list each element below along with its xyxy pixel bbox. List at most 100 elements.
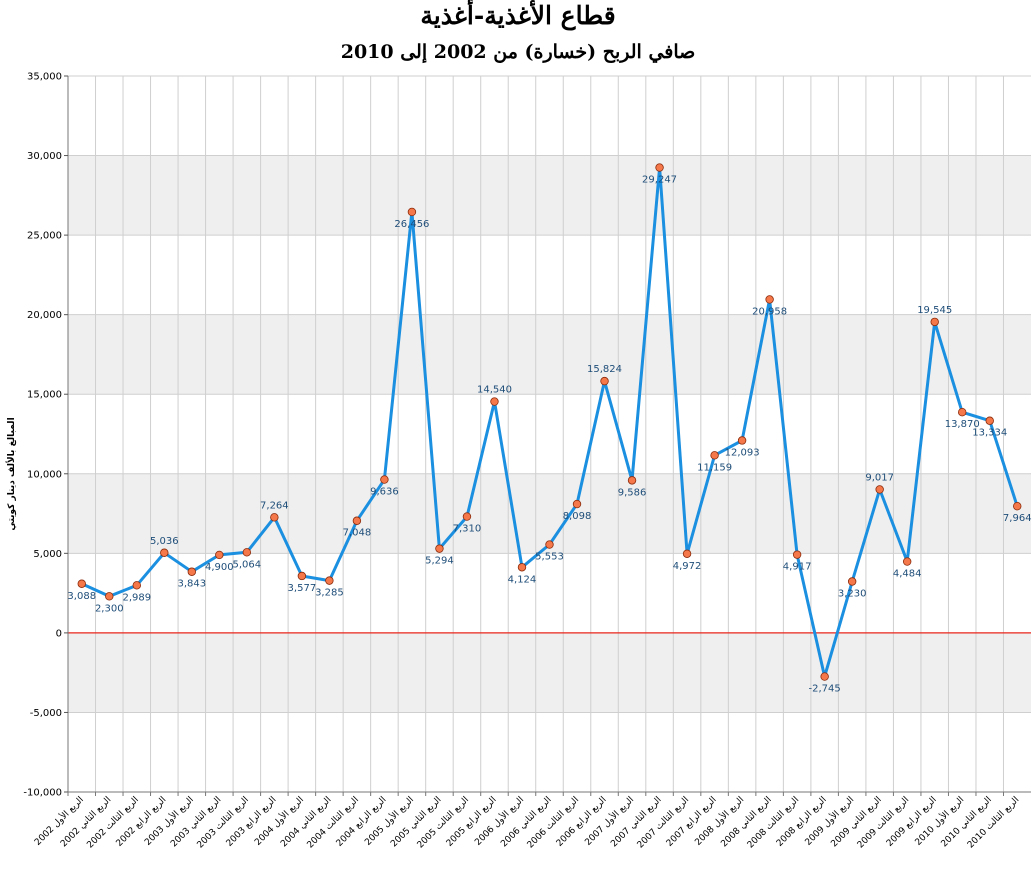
data-label: 3,285 — [315, 588, 344, 599]
data-point — [875, 485, 884, 494]
y-tick-label: 35,000 — [27, 72, 62, 83]
chart-subtitle: صافي الربح (خسارة) من 2002 إلى 2010 — [340, 41, 696, 63]
data-label: 15,824 — [587, 364, 622, 375]
x-tick-label: الربع الرابع 2002 — [115, 795, 169, 849]
data-point — [820, 672, 829, 681]
data-label: 3,088 — [67, 591, 96, 602]
plot-band — [68, 553, 1031, 633]
data-point — [215, 550, 224, 560]
x-tick-label: الربع الثاني 2003 — [169, 795, 223, 849]
x-tick-label: الربع الثاني 2004 — [279, 795, 333, 849]
data-label: 7,264 — [260, 500, 289, 511]
plot-band — [68, 76, 1031, 156]
y-tick-label: 20,000 — [27, 310, 62, 321]
x-tick-label: الربع الثاني 2005 — [389, 795, 443, 849]
data-point — [297, 571, 307, 581]
data-point — [545, 540, 554, 549]
x-tick-label: الربع الثاني 2006 — [499, 795, 553, 849]
data-point — [132, 581, 141, 590]
data-label: 26,456 — [394, 219, 429, 230]
data-label: 9,636 — [370, 487, 399, 498]
data-label: 8,098 — [563, 511, 592, 522]
data-label: -2,745 — [809, 684, 841, 695]
data-point — [627, 476, 637, 485]
data-point — [187, 567, 197, 576]
data-label: 13,334 — [972, 428, 1007, 439]
y-tick-label: 0 — [56, 628, 62, 639]
data-label: 3,577 — [288, 583, 317, 594]
data-label: 3,230 — [838, 588, 867, 599]
y-tick-label: 25,000 — [27, 231, 62, 242]
data-label: 7,048 — [343, 528, 372, 539]
data-label: 5,036 — [150, 536, 179, 547]
data-point — [325, 576, 334, 585]
y-tick-label: 10,000 — [27, 469, 62, 480]
x-tick-label: الربع الأول 2009 — [802, 794, 856, 848]
data-point — [517, 563, 527, 572]
x-tick-label: الربع الأول 2010 — [912, 794, 966, 848]
data-point — [930, 317, 939, 327]
plot-band — [68, 235, 1031, 315]
x-tick-label: الربع الرابع 2004 — [335, 795, 389, 849]
data-point — [160, 548, 169, 557]
data-label: 4,484 — [893, 569, 922, 580]
x-tick-label: الربع الرابع 2005 — [445, 795, 499, 849]
data-point — [270, 513, 279, 522]
x-tick-label: الربع الثاني 2002 — [59, 795, 113, 849]
y-axis-title: المبالغ بالألف دينار كويتي — [5, 417, 17, 530]
x-tick-label: الربع الرابع 2007 — [665, 795, 719, 849]
data-label: 2,989 — [122, 592, 151, 603]
data-label: 4,972 — [673, 561, 702, 572]
data-label: 12,093 — [725, 447, 760, 458]
data-point — [655, 163, 664, 172]
data-point — [902, 557, 912, 566]
x-tick-label: الربع الأول 2008 — [692, 794, 746, 848]
data-label: 5,064 — [233, 559, 262, 570]
data-point — [105, 592, 114, 601]
data-label: 3,843 — [177, 579, 206, 590]
data-point — [435, 544, 444, 553]
data-label: 7,964 — [1003, 513, 1032, 524]
x-tick-label: الربع الثاني 2007 — [609, 795, 663, 849]
data-label: 5,294 — [425, 556, 454, 567]
data-point — [572, 499, 582, 509]
data-point — [77, 579, 86, 588]
data-point — [490, 397, 499, 406]
x-tick-label: الربع الأول 2006 — [472, 794, 526, 848]
data-point — [765, 295, 774, 304]
chart-title: قطاع الأغذية-أغذية — [420, 1, 616, 30]
x-tick-label: الربع الثاني 2010 — [940, 795, 994, 849]
data-label: 4,124 — [508, 574, 537, 585]
data-point — [985, 416, 994, 425]
data-point — [958, 408, 967, 417]
x-tick-label: الربع الأول 2002 — [32, 794, 86, 848]
data-label: 19,545 — [917, 305, 952, 316]
data-point — [600, 376, 609, 386]
plot-band — [68, 473, 1031, 554]
data-point — [462, 512, 472, 521]
x-tick-label: الربع الثالث 2010 — [966, 795, 1021, 850]
x-tick-label: الربع الثاني 2009 — [829, 795, 883, 849]
x-tick-label: الربع الأول 2003 — [142, 794, 196, 848]
data-point — [1013, 501, 1022, 511]
y-tick-label: 30,000 — [27, 151, 62, 162]
data-label: 14,540 — [477, 385, 512, 396]
data-label: 5,553 — [535, 552, 564, 563]
data-point — [682, 549, 692, 558]
data-label: 9,017 — [865, 472, 894, 483]
data-label: 4,917 — [783, 562, 812, 573]
plot-band — [68, 394, 1031, 474]
data-label: 7,310 — [453, 524, 482, 535]
data-point — [242, 548, 252, 557]
plot-band — [68, 314, 1031, 395]
data-label: 29,247 — [642, 175, 677, 186]
data-label: 4,900 — [205, 562, 234, 573]
data-label: 13,870 — [945, 419, 980, 430]
x-tick-label: الربع الأول 2005 — [362, 794, 416, 848]
x-tick-label: الربع الرابع 2003 — [225, 795, 279, 849]
x-tick-label: الربع الرابع 2006 — [555, 795, 609, 849]
x-tick-label: الربع الثاني 2008 — [719, 795, 773, 849]
y-tick-label: 5,000 — [33, 549, 62, 560]
y-tick-label: 15,000 — [27, 390, 62, 401]
plot-band — [68, 632, 1031, 713]
